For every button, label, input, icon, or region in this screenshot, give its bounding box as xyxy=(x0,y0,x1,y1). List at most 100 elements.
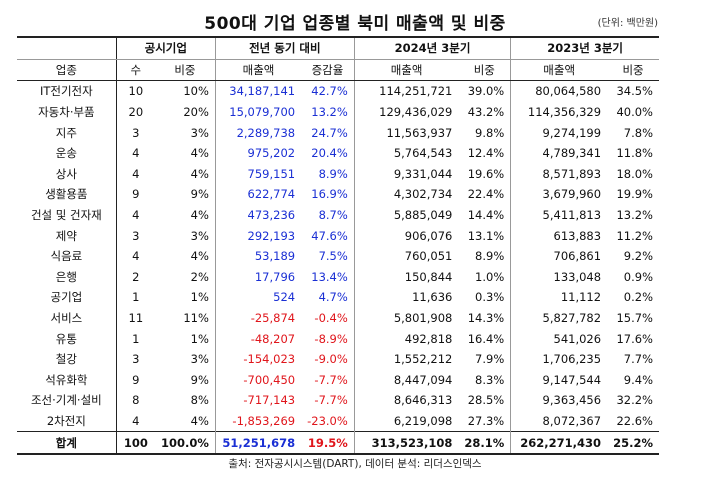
share23-cell: 15.7% xyxy=(616,311,653,326)
header-ratio: 비중 xyxy=(154,59,216,82)
sales23-cell: 613,883 xyxy=(510,225,608,246)
industry-cell: 유통 xyxy=(55,331,77,346)
total-ratio: 100.0% xyxy=(154,431,216,455)
industry-cell: 2차전지 xyxy=(46,413,86,428)
header-group-yoy: 전년 동기 대비 xyxy=(214,35,355,60)
share24-cell: 43.2% xyxy=(467,105,505,120)
count-cell: 4 xyxy=(115,204,155,226)
ratio-cell: 8% xyxy=(190,393,209,408)
industry-cell: 공기업 xyxy=(50,290,83,305)
total-sales24: 313,523,108 xyxy=(353,431,459,455)
diff-cell: 759,151 xyxy=(214,163,302,185)
share23-cell: 19.9% xyxy=(616,187,653,202)
sales23-cell: 541,026 xyxy=(510,328,608,349)
share23-cell: 11.2% xyxy=(616,228,653,243)
source-note: 출처: 전자공시시스템(DART), 데이터 분석: 리더스인덱스 xyxy=(228,458,482,470)
diff-cell: 622,774 xyxy=(214,184,302,205)
sales23-cell: 5,827,782 xyxy=(510,307,608,329)
ratio-cell: 4% xyxy=(190,166,209,181)
sales23-cell: 706,861 xyxy=(510,245,608,267)
rate-cell: -7.7% xyxy=(314,372,348,387)
sales24-cell: 11,636 xyxy=(353,287,459,308)
diff-cell: 17,796 xyxy=(214,266,302,288)
count-cell: 20 xyxy=(115,101,155,123)
ratio-cell: 9% xyxy=(190,187,209,202)
share24-cell: 19.6% xyxy=(467,166,505,181)
sales24-cell: 5,801,908 xyxy=(353,307,459,329)
rate-cell: 13.4% xyxy=(311,269,348,284)
total-sales23: 262,271,430 xyxy=(510,431,608,455)
table-row: IT전기전자 10 10% 34,187,141 42.7% 114,251,721 39.… xyxy=(17,80,659,102)
count-cell: 3 xyxy=(115,225,155,246)
share23-cell: 22.6% xyxy=(616,413,653,428)
industry-cell: IT전기전자 xyxy=(39,84,93,99)
industry-cell: 운송 xyxy=(55,146,77,161)
share24-cell: 27.3% xyxy=(467,413,505,428)
count-cell: 11 xyxy=(115,307,155,329)
diff-cell: -717,143 xyxy=(214,390,302,411)
header-group-2023: 2023년 3분기 xyxy=(510,35,659,60)
ratio-cell: 1% xyxy=(190,331,209,346)
total-label: 합계 xyxy=(17,431,117,455)
share24-cell: 12.4% xyxy=(467,146,505,161)
header-industry: 업종 xyxy=(17,59,117,82)
sales23-cell: 8,571,893 xyxy=(510,163,608,185)
diff-cell: -48,207 xyxy=(214,328,302,349)
sales23-cell: 5,411,813 xyxy=(510,204,608,226)
table-row: 식음료 4 4% 53,189 7.5% 760,051 8.9% 706,861 9.2% xyxy=(17,245,659,267)
diff-cell: 975,202 xyxy=(214,142,302,164)
table-row: 자동차·부품 20 20% 15,079,700 13.2% 129,436,029 43.… xyxy=(17,101,659,123)
sales23-cell: 133,048 xyxy=(510,266,608,288)
share24-cell: 13.1% xyxy=(467,228,505,243)
table-row: 지주 3 3% 2,289,738 24.7% 11,563,937 9.8% 9,274,1… xyxy=(17,122,659,143)
ratio-cell: 1% xyxy=(190,290,209,305)
table-row: 상사 4 4% 759,151 8.9% 9,331,044 19.6% 8,571,893 1… xyxy=(17,163,659,185)
ratio-cell: 4% xyxy=(190,146,209,161)
sales24-cell: 906,076 xyxy=(353,225,459,246)
diff-cell: 34,187,141 xyxy=(214,80,302,102)
header-group-2024: 2024년 3분기 xyxy=(353,35,511,60)
count-cell: 4 xyxy=(115,163,155,185)
header-2023-share: 비중 xyxy=(607,59,659,82)
share23-cell: 9.4% xyxy=(623,372,653,387)
rate-cell: -0.4% xyxy=(314,311,348,326)
ratio-cell: 3% xyxy=(190,125,209,140)
ratio-cell: 10% xyxy=(183,84,209,99)
industry-cell: 석유화학 xyxy=(45,372,88,387)
diff-cell: 473,236 xyxy=(214,204,302,226)
sales24-cell: 4,302,734 xyxy=(353,184,459,205)
share24-cell: 8.3% xyxy=(475,372,505,387)
rate-cell: -9.0% xyxy=(314,352,348,367)
diff-cell: 15,079,700 xyxy=(214,101,302,123)
ratio-cell: 4% xyxy=(190,249,209,264)
ratio-cell: 4% xyxy=(190,208,209,223)
sales24-cell: 11,563,937 xyxy=(353,122,459,143)
sales23-cell: 9,147,544 xyxy=(510,369,608,391)
sales23-cell: 9,274,199 xyxy=(510,122,608,143)
sales23-cell: 3,679,960 xyxy=(510,184,608,205)
count-cell: 4 xyxy=(115,410,155,432)
count-cell: 1 xyxy=(115,328,155,349)
table-row: 철강 3 3% -154,023 -9.0% 1,552,212 7.9% 1,706,235… xyxy=(17,348,659,370)
sales23-cell: 9,363,456 xyxy=(510,390,608,411)
sales24-cell: 492,818 xyxy=(353,328,459,349)
count-cell: 9 xyxy=(115,369,155,391)
sales24-cell: 5,885,049 xyxy=(353,204,459,226)
sales24-cell: 150,844 xyxy=(353,266,459,288)
share24-cell: 0.3% xyxy=(475,290,505,305)
total-diff: 51,251,678 xyxy=(214,431,302,455)
page-title: 500대 기업 업종별 북미 매출액 및 비중 xyxy=(204,14,506,34)
count-cell: 4 xyxy=(115,245,155,267)
rate-cell: 8.7% xyxy=(318,208,348,223)
industry-cell: 제약 xyxy=(55,228,77,243)
unit-label: (단위: 백만원) xyxy=(597,18,658,29)
sales23-cell: 1,706,235 xyxy=(510,348,608,370)
industry-cell: 지주 xyxy=(55,125,77,140)
rate-cell: -8.9% xyxy=(314,331,348,346)
diff-cell: -154,023 xyxy=(214,348,302,370)
diff-cell: 524 xyxy=(214,287,302,308)
diff-cell: 2,289,738 xyxy=(214,122,302,143)
share24-cell: 14.3% xyxy=(467,311,505,326)
sales24-cell: 8,646,313 xyxy=(353,390,459,411)
sales23-cell: 8,072,367 xyxy=(510,410,608,432)
